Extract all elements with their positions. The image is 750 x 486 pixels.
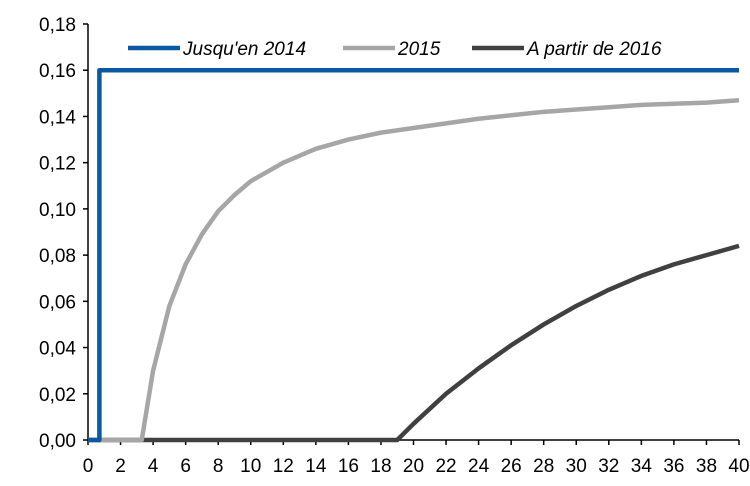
y-tick-label: 0,02 bbox=[39, 385, 76, 406]
x-tick-label: 34 bbox=[631, 456, 653, 477]
x-tick-label: 16 bbox=[338, 456, 359, 477]
legend-label-0: Jusqu'en 2014 bbox=[182, 39, 306, 60]
y-tick-label: 0,14 bbox=[39, 107, 76, 128]
legend-label-1: 2015 bbox=[397, 39, 441, 60]
series-line-1 bbox=[88, 98, 740, 443]
x-tick-label: 22 bbox=[435, 456, 456, 477]
x-tick-label: 12 bbox=[273, 456, 294, 477]
x-tick-label: 28 bbox=[533, 456, 554, 477]
y-tick-label: 0,12 bbox=[39, 154, 76, 175]
x-tick-label: 36 bbox=[663, 456, 684, 477]
x-tick-label: 0 bbox=[83, 456, 94, 477]
x-tick-label: 26 bbox=[501, 456, 522, 477]
x-axis: 0 2 4 6 8 10 12 14 16 18 20 22 24 26 28 30 32 34 36 38 40 bbox=[83, 439, 750, 477]
series-layer bbox=[88, 67, 740, 443]
series-line-0 bbox=[88, 67, 739, 443]
series-line-2 bbox=[88, 243, 740, 443]
x-tick-label: 40 bbox=[728, 456, 749, 477]
y-tick-label: 0,18 bbox=[39, 15, 76, 36]
y-axis: 0,00 0,02 0,04 0,06 0,08 0,10 0,12 0,14 0,16 0,18 bbox=[39, 15, 89, 452]
legend: Jusqu'en 2014 2015 A partir de 2016 bbox=[128, 39, 662, 60]
y-tick-label: 0,10 bbox=[39, 200, 76, 221]
x-tick-label: 38 bbox=[696, 456, 717, 477]
y-tick-label: 0,04 bbox=[39, 339, 76, 360]
x-tick-label: 10 bbox=[240, 456, 261, 477]
y-tick-label: 0,16 bbox=[39, 61, 76, 82]
x-tick-label: 20 bbox=[403, 456, 424, 477]
legend-label-2: A partir de 2016 bbox=[526, 39, 662, 60]
x-tick-label: 6 bbox=[180, 456, 191, 477]
x-tick-label: 30 bbox=[566, 456, 587, 477]
x-tick-label: 4 bbox=[148, 456, 159, 477]
x-tick-label: 8 bbox=[213, 456, 224, 477]
x-tick-label: 2 bbox=[115, 456, 126, 477]
x-tick-label: 24 bbox=[468, 456, 490, 477]
x-tick-label: 14 bbox=[305, 456, 327, 477]
x-tick-label: 18 bbox=[370, 456, 391, 477]
y-tick-label: 0,06 bbox=[39, 292, 76, 313]
x-tick-label: 32 bbox=[598, 456, 619, 477]
y-tick-label: 0,08 bbox=[39, 246, 76, 267]
y-tick-label: 0,00 bbox=[39, 431, 76, 452]
